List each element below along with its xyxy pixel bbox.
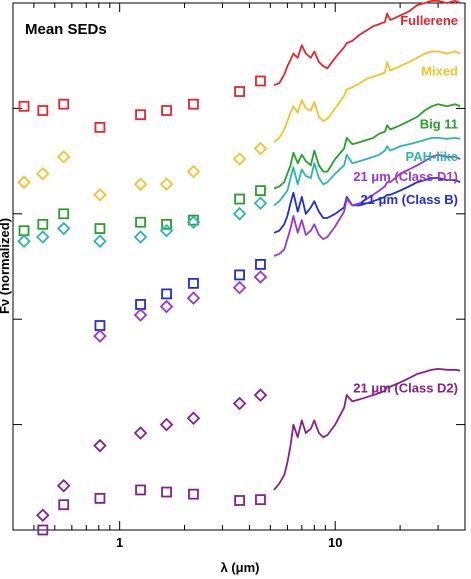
data-point-21-m-class-d2-alt (232, 396, 247, 411)
x-tick-label: 1 (116, 535, 123, 550)
data-point-21-m-class-b (234, 269, 245, 281)
data-point-21-m-class-d2-alt (253, 388, 268, 402)
data-point-fullerene (255, 75, 266, 87)
data-point-pah-like (186, 215, 201, 230)
data-point-21-m-class-b (255, 258, 266, 270)
data-point-21-m-class-d2-alt (36, 508, 50, 523)
data-point-fullerene (58, 98, 70, 110)
spectrum-line-21-m-class-d2 (273, 367, 461, 491)
series-label-big-11: Big 11 (420, 116, 458, 131)
data-point-fullerene (18, 100, 30, 112)
series-label-21-m-class-b: 21 μm (Class B) (360, 192, 458, 207)
axis-ticks: 1 10 (13, 2, 465, 550)
data-point-mixed (232, 152, 247, 166)
data-point-mixed (17, 175, 31, 189)
data-point-mixed (93, 188, 107, 202)
data-point-21-m-class-d2-alt (93, 438, 107, 453)
data-point-21-m-class-d1 (232, 280, 247, 295)
spectrum-line-pah-like (273, 136, 461, 207)
data-point-21-m-class-d1 (93, 329, 107, 343)
data-point-fullerene (234, 86, 245, 97)
plot-frame (12, 2, 466, 531)
data-point-fullerene (188, 98, 199, 110)
data-point-mixed (186, 164, 201, 179)
data-point-21-m-class-d2 (58, 499, 70, 511)
data-point-21-m-class-d2-alt (133, 426, 148, 440)
data-point-big-11 (18, 225, 30, 237)
data-point-mixed (133, 177, 148, 192)
spectrum-line-mixed (273, 50, 461, 143)
data-point-mixed (253, 141, 268, 156)
data-point-fullerene (135, 109, 146, 121)
series-label-21-m-class-d2: 21 μm (Class D2) (353, 381, 458, 396)
data-point-fullerene (94, 121, 106, 133)
data-point-21-m-class-d2 (234, 495, 245, 506)
data-point-21-m-class-d1 (186, 291, 201, 305)
spectrum-line-21-m-class-d1 (273, 153, 461, 257)
data-point-mixed (36, 166, 50, 181)
series-label-mixed: Mixed (421, 64, 458, 79)
data-point-mixed (56, 150, 71, 164)
series-label-fullerene: Fullerene (400, 13, 458, 28)
data-point-21-m-class-b (135, 299, 146, 310)
data-point-pah-like (17, 234, 31, 248)
data-point-21-m-class-d2 (161, 486, 172, 498)
data-point-pah-like (36, 230, 50, 244)
data-point-pah-like (93, 234, 107, 248)
data-point-21-m-class-d2-alt (186, 411, 201, 426)
chart-marks (17, 0, 461, 536)
x-tick-label: 10 (328, 535, 342, 550)
data-point-big-11 (94, 223, 106, 234)
series-label-21-m-class-d1: 21 μm (Class D1) (353, 169, 458, 184)
data-point-fullerene (37, 105, 49, 116)
data-point-pah-like (253, 196, 268, 211)
spectrum-line-big-11 (273, 103, 461, 190)
data-point-21-m-class-b (161, 288, 172, 300)
chart-title: Mean SEDs (25, 21, 107, 38)
data-point-21-m-class-d2 (37, 524, 49, 536)
data-point-fullerene (161, 105, 172, 116)
data-point-21-m-class-d2 (94, 492, 106, 504)
data-point-21-m-class-d2-alt (56, 478, 71, 493)
spectrum-line-fullerene (273, 0, 461, 87)
data-point-mixed (159, 177, 174, 192)
data-point-21-m-class-d1 (159, 299, 174, 314)
data-point-21-m-class-b (94, 320, 106, 331)
data-point-21-m-class-d1 (253, 270, 268, 284)
data-point-21-m-class-d2 (135, 484, 146, 496)
data-point-21-m-class-d2 (255, 494, 266, 506)
data-point-pah-like (56, 221, 71, 236)
data-point-big-11 (37, 218, 49, 230)
data-point-21-m-class-d2-alt (159, 417, 174, 432)
data-point-21-m-class-d1 (133, 308, 148, 322)
data-point-21-m-class-d2 (188, 488, 199, 500)
data-point-pah-like (133, 230, 148, 244)
x-axis-label: λ (μm) (220, 560, 259, 575)
data-point-pah-like (232, 207, 247, 221)
data-point-21-m-class-b (188, 277, 199, 289)
data-point-big-11 (255, 185, 266, 197)
data-point-big-11 (234, 193, 245, 205)
data-point-big-11 (161, 218, 172, 230)
data-point-big-11 (58, 208, 70, 220)
data-point-big-11 (135, 216, 146, 228)
y-axis-label: Fν (normalized) (0, 218, 12, 314)
series-label-pah-like: PAH-like (406, 149, 459, 164)
data-point-pah-like (159, 223, 174, 238)
series-labels: Fullerene Mixed Big 11 PAH-like 21 μm (Class… (353, 13, 458, 396)
